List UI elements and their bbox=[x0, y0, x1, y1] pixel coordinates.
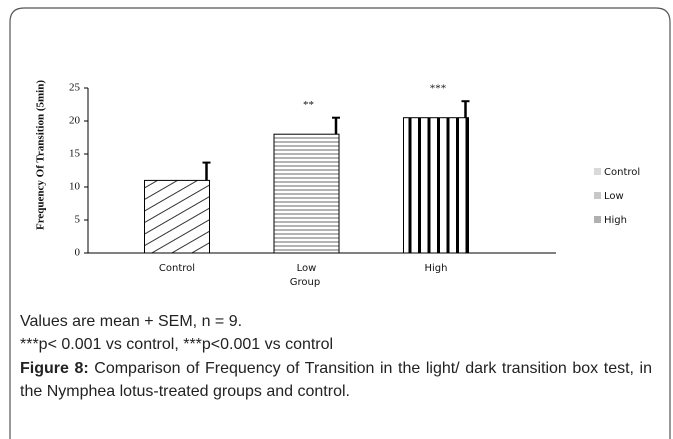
figure-label: Figure 8: bbox=[20, 359, 89, 377]
y-tick-label: 20 bbox=[69, 115, 81, 127]
y-tick-label: 10 bbox=[69, 181, 81, 193]
y-axis-label: Frequency Of Transition (5min) bbox=[35, 80, 47, 230]
significance: ** bbox=[303, 99, 314, 111]
y-tick-label: 15 bbox=[69, 148, 81, 160]
legend-label: Control bbox=[604, 167, 640, 178]
bar bbox=[273, 133, 340, 254]
x-tick-label: Low bbox=[297, 263, 317, 274]
figure-caption: Figure 8: Comparison of Frequency of Tra… bbox=[20, 357, 652, 404]
y-tick-label: 0 bbox=[75, 247, 81, 259]
x-axis-label: Group bbox=[290, 277, 320, 288]
legend-swatch bbox=[594, 168, 601, 175]
bar bbox=[144, 179, 210, 254]
legend-label: Low bbox=[604, 191, 624, 202]
note: Values are mean + SEM, n = 9. bbox=[20, 313, 243, 330]
legend-swatch bbox=[594, 192, 601, 199]
figure-border bbox=[9, 7, 671, 439]
note: ***p< 0.001 vs control, ***p<0.001 vs co… bbox=[20, 336, 334, 354]
y-tick-label: 5 bbox=[75, 214, 81, 226]
figure-text: Comparison of Frequency of Transition in… bbox=[20, 359, 652, 400]
legend-swatch bbox=[594, 216, 601, 223]
y-tick-label: 25 bbox=[69, 82, 81, 94]
caption: Values are mean + SEM, n = 9. ***p< 0.00… bbox=[20, 310, 652, 403]
legend-label: High bbox=[604, 215, 627, 226]
significance: *** bbox=[430, 83, 447, 95]
x-tick-label: Control bbox=[159, 263, 195, 274]
x-tick-label: High bbox=[425, 263, 448, 274]
bar bbox=[403, 117, 469, 254]
